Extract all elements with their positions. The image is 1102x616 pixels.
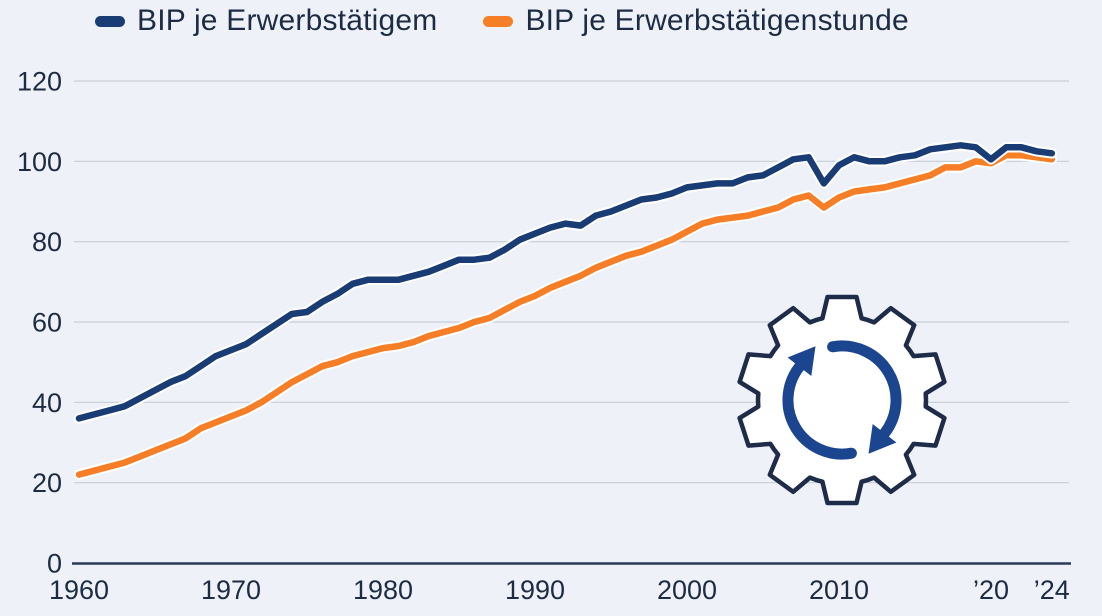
y-tick-label-100: 100 xyxy=(17,147,62,177)
legend-swatch-orange-icon xyxy=(483,15,514,27)
legend-item-bip-je-erwerbstaetigenstunde: BIP je Erwerbstätigenstunde xyxy=(483,4,909,38)
y-tick-label-20: 20 xyxy=(32,468,62,498)
sync-arrowhead-bottom-icon xyxy=(868,424,897,454)
chart-legend: BIP je Erwerbstätigem BIP je Erwerbstäti… xyxy=(95,4,909,38)
y-tick-label-120: 120 xyxy=(17,66,62,96)
y-tick-label-80: 80 xyxy=(32,227,62,257)
series-line-bip-je-erwerbstaetigenstunde xyxy=(75,152,1056,478)
y-tick-label-40: 40 xyxy=(32,388,62,418)
x-tick-label-1990: 1990 xyxy=(505,575,565,605)
x-tick-label-1970: 1970 xyxy=(201,575,261,605)
sync-arrow-left-icon xyxy=(782,361,857,460)
sync-arrow-right-icon xyxy=(827,340,902,439)
legend-item-bip-je-erwerbstaetigem: BIP je Erwerbstätigem xyxy=(95,4,437,38)
x-tick-label-2000: 2000 xyxy=(657,575,717,605)
series-line-bip-je-erwerbstaetigem xyxy=(75,142,1056,422)
y-tick-label-60: 60 xyxy=(32,307,62,337)
legend-label: BIP je Erwerbstätigenstunde xyxy=(525,4,909,37)
gear-icon xyxy=(737,294,947,506)
x-tick-label-2020: ’20 xyxy=(973,575,1009,605)
sync-arrowhead-top-icon xyxy=(787,346,816,376)
legend-swatch-blue-icon xyxy=(95,15,125,27)
x-tick-label-1960: 1960 xyxy=(49,575,109,605)
legend-label: BIP je Erwerbstätigem xyxy=(137,4,438,37)
x-tick-label-2010: 2010 xyxy=(809,575,869,605)
y-tick-label-0: 0 xyxy=(47,549,62,579)
x-tick-label-2024: ’24 xyxy=(1034,575,1070,605)
x-tick-label-1980: 1980 xyxy=(353,575,413,605)
